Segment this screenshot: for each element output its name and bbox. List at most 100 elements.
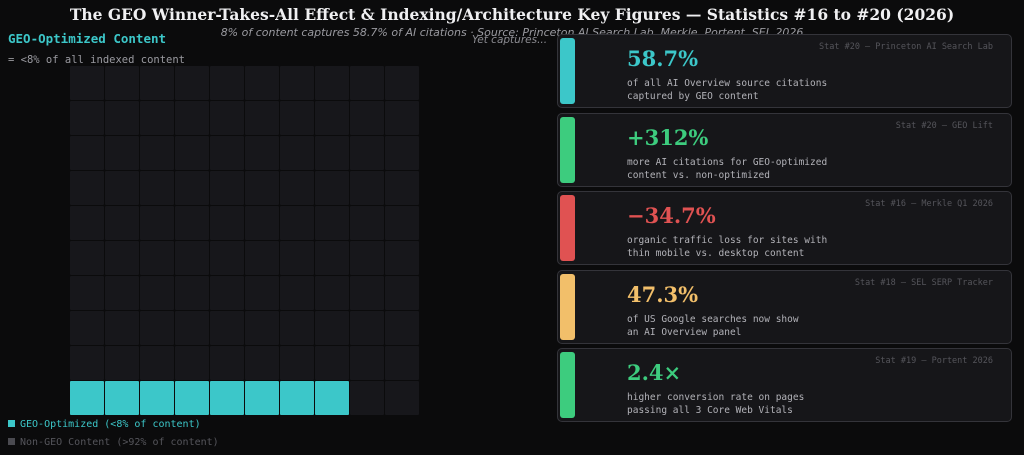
waffle-cell-non-geo (385, 241, 419, 275)
waffle-cell-non-geo (280, 311, 314, 345)
stat-card-accent-bar (560, 352, 575, 418)
waffle-cell-non-geo (70, 171, 104, 205)
waffle-cell-non-geo (245, 311, 279, 345)
waffle-cell-non-geo (385, 66, 419, 100)
waffle-cell-non-geo (105, 346, 139, 380)
waffle-cell-geo (280, 381, 314, 415)
waffle-cell-geo (175, 381, 209, 415)
waffle-cell-non-geo (175, 276, 209, 310)
waffle-cell-non-geo (385, 311, 419, 345)
stat-card-description: of US Google searches now show an AI Ove… (627, 314, 799, 338)
waffle-cell-non-geo (245, 171, 279, 205)
waffle-cell-non-geo (70, 276, 104, 310)
waffle-cell-non-geo (245, 66, 279, 100)
waffle-cell-non-geo (140, 206, 174, 240)
waffle-cell-non-geo (385, 276, 419, 310)
waffle-cell-geo (105, 381, 139, 415)
waffle-cell-non-geo (140, 101, 174, 135)
waffle-cell-non-geo (210, 101, 244, 135)
waffle-cell-non-geo (105, 311, 139, 345)
waffle-cell-non-geo (70, 241, 104, 275)
stat-card-accent-bar (560, 117, 575, 183)
waffle-cell-non-geo (385, 206, 419, 240)
waffle-cell-non-geo (210, 346, 244, 380)
waffle-cell-non-geo (280, 66, 314, 100)
waffle-cell-non-geo (175, 346, 209, 380)
waffle-cell-non-geo (140, 66, 174, 100)
legend-swatch-non-geo (8, 438, 15, 445)
waffle-heading: GEO-Optimized Content (8, 31, 167, 46)
waffle-cell-non-geo (70, 346, 104, 380)
waffle-cell-non-geo (280, 276, 314, 310)
legend-swatch-geo (8, 420, 15, 427)
waffle-cell-non-geo (175, 311, 209, 345)
waffle-cell-non-geo (105, 206, 139, 240)
chart-title: The GEO Winner-Takes-All Effect & Indexi… (69, 5, 955, 24)
stat-card-value: 47.3% (627, 282, 699, 307)
waffle-cell-non-geo (350, 276, 384, 310)
legend-label-geo: GEO-Optimized (<8% of content) (20, 419, 201, 430)
waffle-cell-non-geo (350, 381, 384, 415)
stat-card-value: 58.7% (627, 46, 699, 71)
waffle-cell-non-geo (210, 206, 244, 240)
waffle-cell-non-geo (280, 241, 314, 275)
waffle-cell-non-geo (385, 381, 419, 415)
stat-card-source: Stat #16 — Merkle Q1 2026 (865, 199, 993, 209)
waffle-cell-non-geo (280, 346, 314, 380)
stat-card-geo-lift: Stat #20 — GEO Lift +312% more AI citati… (557, 113, 1012, 187)
stat-card-traffic-loss: Stat #16 — Merkle Q1 2026 −34.7% organic… (557, 191, 1012, 265)
waffle-cell-non-geo (245, 276, 279, 310)
waffle-cell-non-geo (210, 276, 244, 310)
waffle-cell-non-geo (175, 66, 209, 100)
waffle-cell-non-geo (315, 206, 349, 240)
stat-card-accent-bar (560, 195, 575, 261)
waffle-cell-non-geo (70, 311, 104, 345)
stat-card-accent-bar (560, 274, 575, 340)
waffle-cell-non-geo (385, 346, 419, 380)
stat-card-description: organic traffic loss for sites with thin… (627, 235, 828, 259)
waffle-cell-non-geo (315, 101, 349, 135)
waffle-cell-non-geo (245, 346, 279, 380)
waffle-cell-non-geo (350, 241, 384, 275)
legend-item-non-geo: Non-GEO Content (>92% of content) (8, 437, 219, 448)
waffle-cell-non-geo (210, 136, 244, 170)
waffle-cell-non-geo (210, 241, 244, 275)
waffle-cell-geo (140, 381, 174, 415)
waffle-cell-non-geo (105, 276, 139, 310)
waffle-cell-non-geo (245, 241, 279, 275)
waffle-cell-non-geo (175, 206, 209, 240)
waffle-cell-non-geo (385, 171, 419, 205)
waffle-cell-non-geo (210, 311, 244, 345)
waffle-cell-non-geo (245, 206, 279, 240)
waffle-cell-non-geo (175, 241, 209, 275)
waffle-cell-non-geo (175, 101, 209, 135)
waffle-cell-non-geo (315, 136, 349, 170)
waffle-cell-non-geo (280, 171, 314, 205)
stat-card-value: −34.7% (627, 203, 716, 228)
waffle-cell-non-geo (140, 311, 174, 345)
waffle-cell-non-geo (385, 101, 419, 135)
waffle-cell-non-geo (245, 101, 279, 135)
stat-card-description: of all AI Overview source citations capt… (627, 78, 828, 102)
stat-card-conversion: Stat #19 — Portent 2026 2.4× higher conv… (557, 348, 1012, 422)
stat-card-source: Stat #18 — SEL SERP Tracker (854, 278, 993, 288)
waffle-cell-non-geo (140, 276, 174, 310)
waffle-cell-non-geo (315, 346, 349, 380)
waffle-cell-non-geo (350, 66, 384, 100)
waffle-cell-geo (70, 381, 104, 415)
waffle-cell-non-geo (315, 171, 349, 205)
waffle-cell-non-geo (315, 66, 349, 100)
waffle-cell-non-geo (105, 66, 139, 100)
waffle-subheading: = <8% of all indexed content (8, 54, 186, 66)
waffle-cell-non-geo (70, 66, 104, 100)
waffle-cell-non-geo (140, 346, 174, 380)
waffle-cell-non-geo (350, 311, 384, 345)
stat-card-source: Stat #20 — Princeton AI Search Lab (819, 42, 993, 52)
stat-card-description: higher conversion rate on pages passing … (627, 392, 805, 416)
legend-item-geo: GEO-Optimized (<8% of content) (8, 419, 201, 430)
waffle-cell-non-geo (350, 346, 384, 380)
waffle-cell-non-geo (315, 276, 349, 310)
stat-card-source: Stat #20 — GEO Lift (895, 121, 993, 131)
stat-card-citations: Stat #20 — Princeton AI Search Lab 58.7%… (557, 34, 1012, 108)
waffle-cell-non-geo (140, 136, 174, 170)
